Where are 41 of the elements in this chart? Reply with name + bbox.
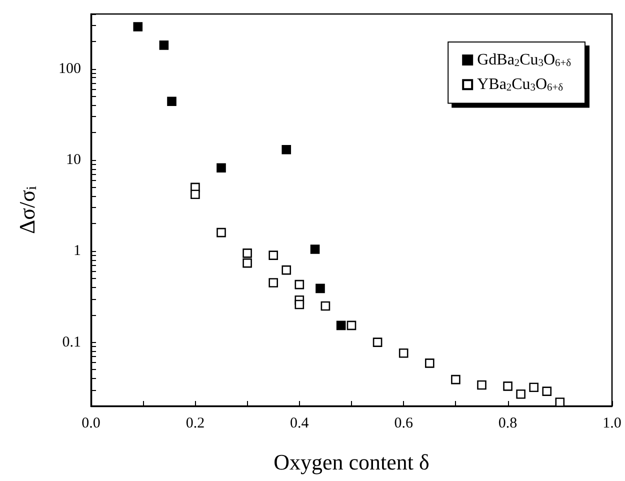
y-tick-label: 100: [58, 60, 81, 77]
point: [133, 22, 143, 32]
y-tick-label: 10: [66, 152, 81, 168]
x-tick-label: 1.0: [602, 416, 622, 432]
point: [372, 338, 382, 347]
point: [167, 96, 176, 106]
point: [159, 40, 169, 50]
point: [555, 398, 565, 407]
point: [294, 280, 304, 290]
y-tick-label: 1: [74, 243, 81, 260]
point: [282, 144, 292, 154]
point: [336, 320, 346, 330]
point: [529, 382, 538, 392]
point: [294, 300, 304, 310]
x-tick-label: 0.8: [498, 416, 518, 432]
x-tick-label: 0.6: [394, 416, 414, 432]
x-tick-label: 0.2: [186, 416, 205, 432]
point: [242, 258, 252, 268]
x-tick-label: 0.4: [290, 416, 310, 432]
point: [282, 265, 292, 275]
point: [516, 389, 526, 399]
point: [346, 320, 356, 330]
point: [190, 190, 200, 199]
point: [542, 386, 552, 396]
point: [216, 228, 226, 238]
point: [216, 163, 226, 173]
point: [503, 382, 512, 391]
y-axis-title: Δσ/σi: [14, 186, 40, 234]
point: [268, 278, 278, 288]
point: [310, 244, 320, 254]
x-tick-label: 0.0: [82, 416, 100, 432]
point: [320, 301, 330, 311]
point: [398, 348, 408, 358]
point: [477, 380, 486, 390]
point: [268, 250, 278, 260]
point: [316, 284, 325, 294]
x-axis-title: Oxygen content δ: [274, 450, 430, 474]
point: [451, 374, 460, 384]
point: [425, 358, 434, 368]
point: [242, 248, 252, 258]
y-tick-label: 0.1: [62, 334, 81, 350]
